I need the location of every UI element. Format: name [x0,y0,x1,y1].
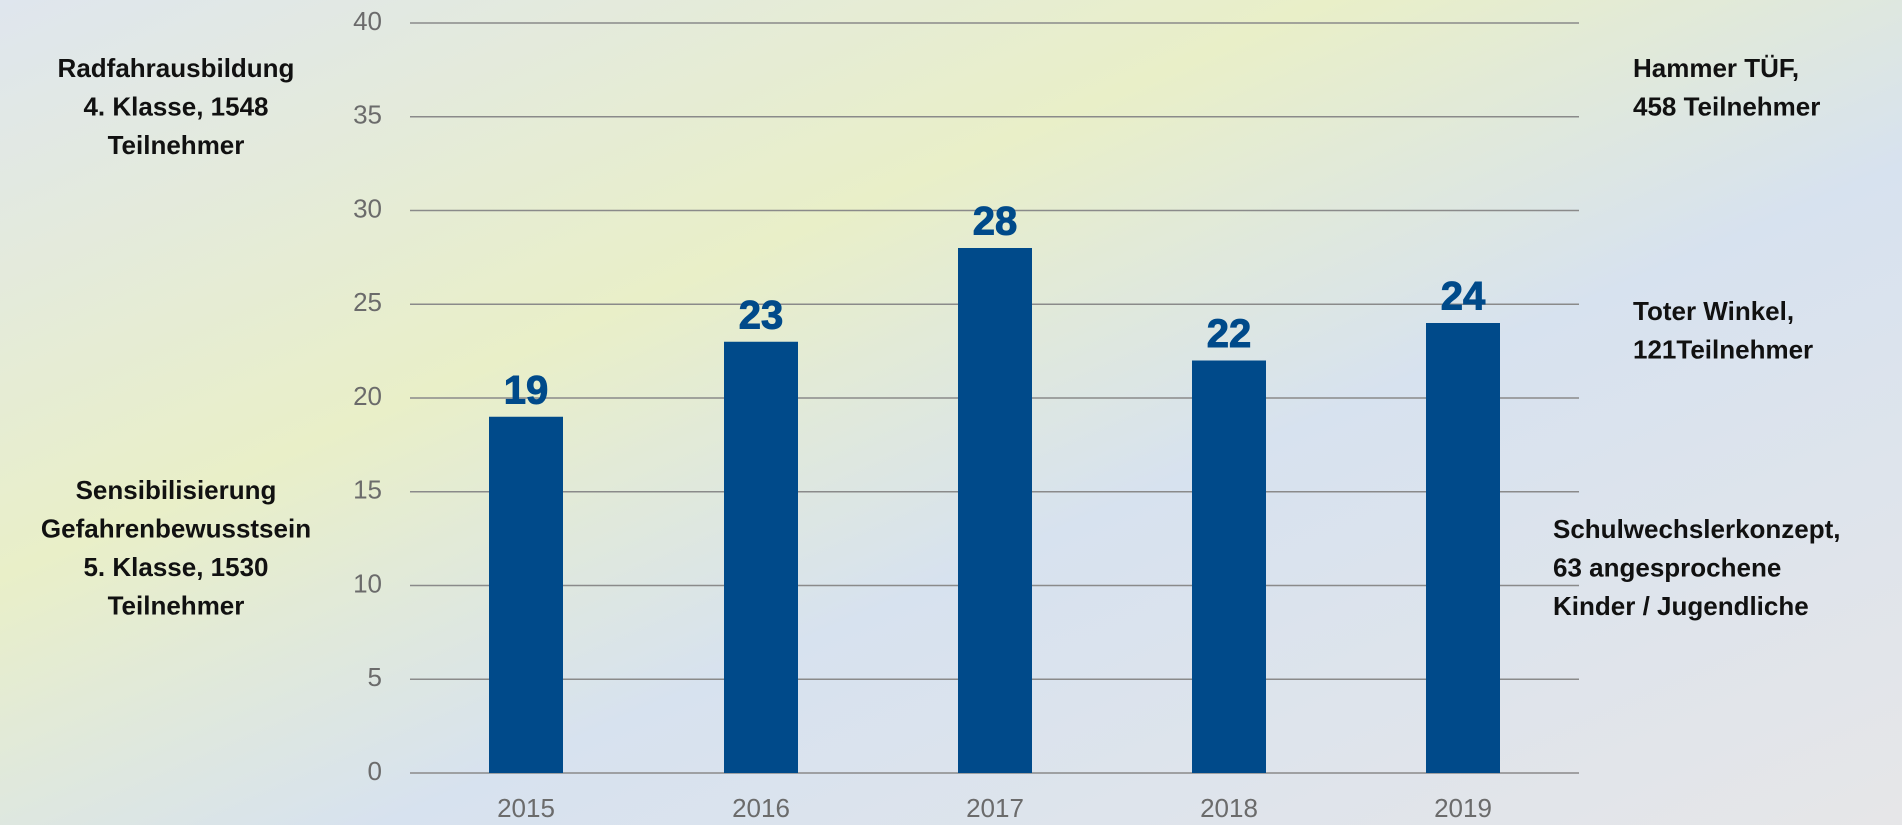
bar [1192,361,1266,774]
y-tick-label: 15 [353,475,382,505]
data-label: 28 [973,200,1018,244]
y-tick-label: 30 [353,193,382,223]
x-tick-label: 2019 [1434,793,1492,823]
bar [958,248,1032,773]
chart: 0 5 10 15 20 25 30 35 40 2015 19 2016 23 2017 28 2018 22… [0,0,1902,825]
x-tick-label: 2018 [1200,793,1258,823]
annotation: 63 angesprochene [1553,552,1781,582]
y-tick-label: 25 [353,287,382,317]
background [0,0,1902,825]
y-tick-label: 35 [353,100,382,130]
bar [1426,323,1500,773]
x-tick-label: 2017 [966,793,1024,823]
annotation: Teilnehmer [108,590,245,620]
data-label: 23 [739,293,784,337]
annotation: 121Teilnehmer [1633,334,1813,364]
data-label: 19 [504,368,549,412]
annotation: Teilnehmer [108,130,245,160]
x-tick-label: 2015 [497,793,555,823]
y-tick-label: 20 [353,381,382,411]
annotation: Schulwechslerkonzept, [1553,514,1841,544]
x-tick-label: 2016 [732,793,790,823]
annotation: Hammer TÜF, [1633,53,1799,83]
annotation: Gefahrenbewusstsein [41,513,311,543]
annotation: 5. Klasse, 1530 [83,552,268,582]
bar [724,342,798,773]
bar [489,417,563,773]
data-label: 24 [1441,275,1486,319]
y-tick-label: 5 [368,662,382,692]
y-tick-label: 0 [368,756,382,786]
annotation: Kinder / Jugendliche [1553,591,1809,621]
annotation: Sensibilisierung [76,475,277,505]
annotation: Radfahrausbildung [58,53,295,83]
annotation: 458 Teilnehmer [1633,91,1820,121]
annotation: Toter Winkel, [1633,296,1794,326]
y-tick-label: 40 [353,6,382,36]
y-tick-label: 10 [353,568,382,598]
data-label: 22 [1207,312,1252,356]
annotation: 4. Klasse, 1548 [83,91,268,121]
